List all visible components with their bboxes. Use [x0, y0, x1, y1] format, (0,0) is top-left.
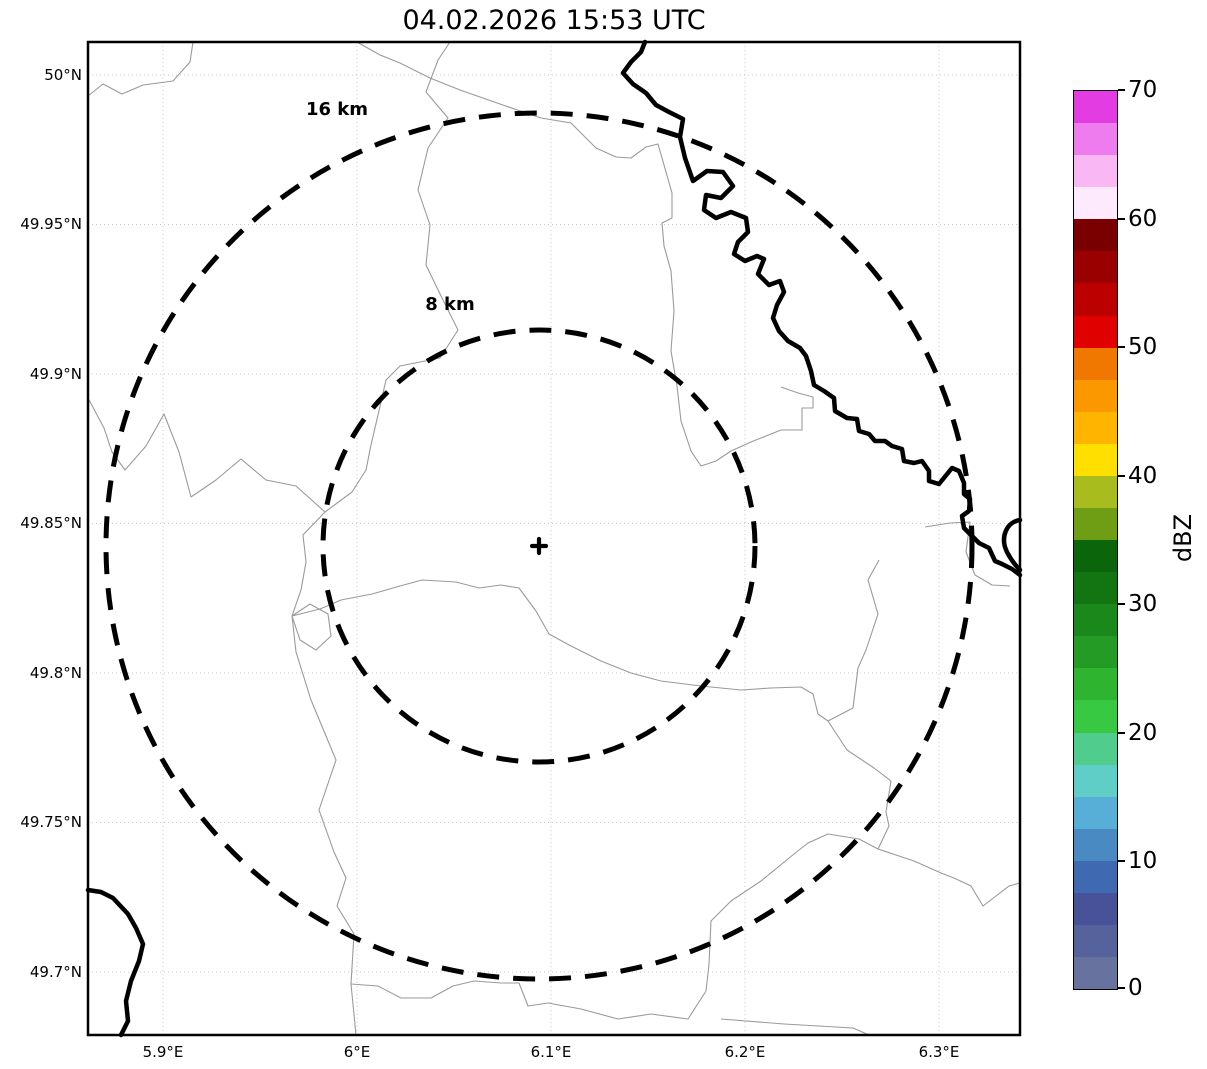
colorbar-segment: [1074, 443, 1117, 476]
colorbar-segment: [1074, 957, 1117, 990]
colorbar-tick: [1118, 732, 1125, 734]
colorbar-segment: [1074, 123, 1117, 156]
range-ring-label-8km: 8 km: [425, 294, 475, 315]
colorbar-segment: [1074, 764, 1117, 797]
colorbar-tick-label: 50: [1128, 334, 1158, 360]
plot-frame: [86, 40, 1022, 1037]
national-border-lines: [85, 39, 1023, 1038]
colorbar-segment: [1074, 796, 1117, 829]
colorbar-segment: [1074, 411, 1117, 444]
colorbar-segment: [1074, 91, 1117, 124]
colorbar-tick: [1118, 603, 1125, 605]
y-tick-label: 49.95°N: [20, 215, 82, 233]
colorbar-tick-label: 60: [1128, 206, 1158, 232]
y-tick-label: 50°N: [44, 66, 82, 84]
municipal-boundary-lines: [87, 41, 1021, 1036]
colorbar-tick-label: 70: [1128, 77, 1158, 103]
colorbar-segment: [1074, 668, 1117, 701]
colorbar-segment: [1074, 283, 1117, 316]
colorbar-segment: [1074, 892, 1117, 926]
colorbar-axis-label: dBZ: [1169, 513, 1197, 563]
colorbar-segment: [1074, 860, 1117, 893]
colorbar-tick-label: 10: [1128, 848, 1158, 874]
range-ring-16km: [103, 110, 975, 982]
x-tick-label: 6°E: [343, 1043, 371, 1061]
colorbar-segment: [1074, 315, 1117, 348]
colorbar-segment: [1074, 540, 1117, 573]
figure-title: 04.02.2026 15:53 UTC: [402, 5, 706, 36]
x-tick-label: 5.9°E: [142, 1043, 184, 1061]
x-tick-label: 6.3°E: [918, 1043, 960, 1061]
y-tick-label: 49.75°N: [20, 813, 82, 831]
y-tick-label: 49.9°N: [29, 365, 82, 383]
colorbar-segment: [1074, 347, 1117, 380]
colorbar-tick: [1118, 346, 1125, 348]
colorbar-segment: [1074, 219, 1117, 252]
range-ring-label-16km: 16 km: [305, 99, 369, 120]
colorbar-segment: [1074, 925, 1117, 958]
colorbar-tick: [1118, 475, 1125, 477]
colorbar-segment: [1074, 572, 1117, 605]
colorbar-segment: [1074, 828, 1117, 861]
colorbar-gradient: [1073, 90, 1118, 990]
colorbar-segment: [1074, 187, 1117, 220]
colorbar-tick: [1118, 987, 1125, 989]
colorbar-tick-label: 20: [1128, 720, 1158, 746]
colorbar-segment: [1074, 379, 1117, 412]
colorbar-segment: [1074, 508, 1117, 541]
y-tick-label: 49.8°N: [29, 664, 82, 682]
colorbar-tick: [1118, 218, 1125, 220]
colorbar-tick: [1118, 860, 1125, 862]
colorbar-tick-label: 40: [1128, 463, 1158, 489]
colorbar-segment: [1074, 636, 1117, 669]
colorbar-segment: [1074, 475, 1117, 509]
graticule-gridlines: [88, 42, 1020, 1035]
colorbar-segment: [1074, 732, 1117, 765]
colorbar-segment: [1074, 700, 1117, 733]
colorbar-segment: [1074, 155, 1117, 188]
radar-location-marker: [529, 536, 549, 556]
colorbar-tick-label: 30: [1128, 591, 1158, 617]
colorbar-segment: [1074, 604, 1117, 637]
range-ring-8km: [320, 327, 758, 765]
colorbar-tick: [1118, 89, 1125, 91]
colorbar-tick-label: 0: [1128, 975, 1143, 1001]
y-tick-label: 49.85°N: [20, 514, 82, 532]
x-tick-label: 6.2°E: [724, 1043, 766, 1061]
colorbar-segment: [1074, 251, 1117, 284]
y-tick-label: 49.7°N: [29, 963, 82, 981]
x-tick-label: 6.1°E: [530, 1043, 572, 1061]
